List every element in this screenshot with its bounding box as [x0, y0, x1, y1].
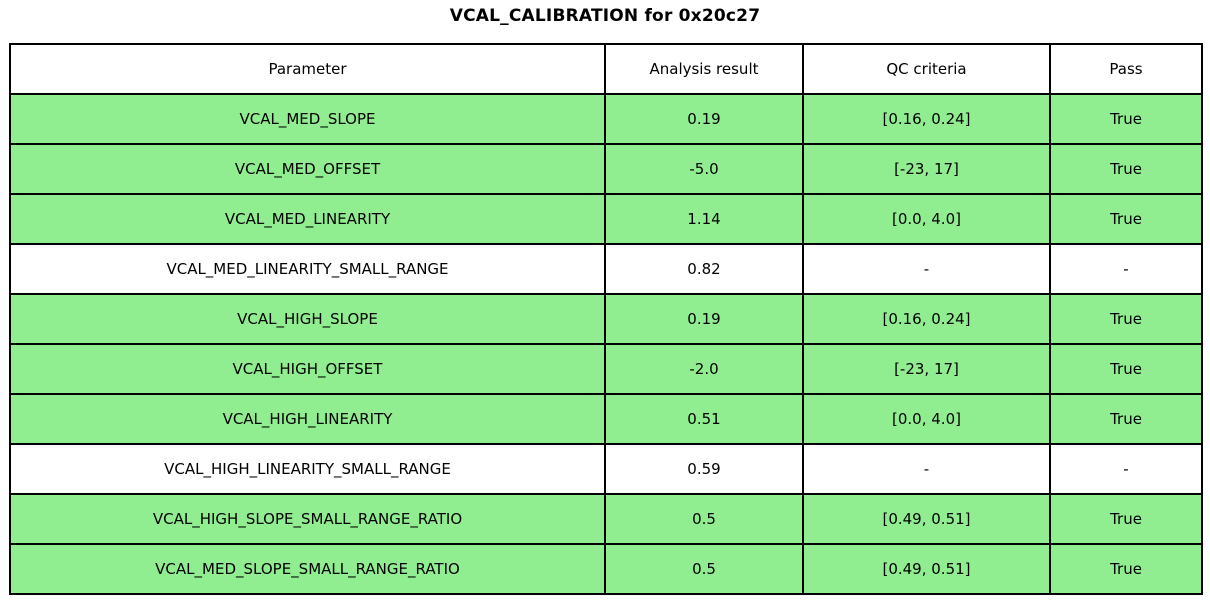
cell-pass: True: [1049, 493, 1203, 545]
column-header-analysis-result: Analysis result: [604, 43, 804, 95]
table-row: VCAL_HIGH_SLOPE 0.19 [0.16, 0.24] True: [9, 293, 1203, 345]
cell-qc-criteria: [0.49, 0.51]: [802, 493, 1051, 545]
table-row: VCAL_HIGH_SLOPE_SMALL_RANGE_RATIO 0.5 [0…: [9, 493, 1203, 545]
table-row: VCAL_MED_SLOPE 0.19 [0.16, 0.24] True: [9, 93, 1203, 145]
cell-analysis-result: 0.19: [604, 293, 804, 345]
cell-parameter: VCAL_MED_SLOPE: [9, 93, 606, 145]
cell-parameter: VCAL_MED_LINEARITY_SMALL_RANGE: [9, 243, 606, 295]
cell-pass: True: [1049, 193, 1203, 245]
cell-pass: -: [1049, 443, 1203, 495]
cell-parameter: VCAL_HIGH_LINEARITY_SMALL_RANGE: [9, 443, 606, 495]
cell-parameter: VCAL_HIGH_SLOPE: [9, 293, 606, 345]
column-header-qc-criteria: QC criteria: [802, 43, 1051, 95]
cell-qc-criteria: [-23, 17]: [802, 343, 1051, 395]
qc-results-table: Parameter Analysis result QC criteria Pa…: [9, 43, 1203, 595]
table-row: VCAL_MED_LINEARITY 1.14 [0.0, 4.0] True: [9, 193, 1203, 245]
column-header-parameter: Parameter: [9, 43, 606, 95]
cell-qc-criteria: -: [802, 443, 1051, 495]
cell-qc-criteria: [0.0, 4.0]: [802, 393, 1051, 445]
cell-qc-criteria: -: [802, 243, 1051, 295]
cell-parameter: VCAL_MED_LINEARITY: [9, 193, 606, 245]
cell-analysis-result: 0.5: [604, 543, 804, 595]
cell-pass: -: [1049, 243, 1203, 295]
cell-parameter: VCAL_HIGH_LINEARITY: [9, 393, 606, 445]
cell-pass: True: [1049, 143, 1203, 195]
cell-pass: True: [1049, 343, 1203, 395]
cell-qc-criteria: [-23, 17]: [802, 143, 1051, 195]
table-header-row: Parameter Analysis result QC criteria Pa…: [9, 43, 1203, 95]
cell-pass: True: [1049, 93, 1203, 145]
cell-qc-criteria: [0.49, 0.51]: [802, 543, 1051, 595]
table-row: VCAL_HIGH_LINEARITY 0.51 [0.0, 4.0] True: [9, 393, 1203, 445]
cell-parameter: VCAL_MED_SLOPE_SMALL_RANGE_RATIO: [9, 543, 606, 595]
table-row: VCAL_HIGH_OFFSET -2.0 [-23, 17] True: [9, 343, 1203, 395]
cell-pass: True: [1049, 543, 1203, 595]
table-row: VCAL_MED_OFFSET -5.0 [-23, 17] True: [9, 143, 1203, 195]
cell-analysis-result: 1.14: [604, 193, 804, 245]
cell-analysis-result: -2.0: [604, 343, 804, 395]
cell-qc-criteria: [0.16, 0.24]: [802, 93, 1051, 145]
table-row: VCAL_MED_LINEARITY_SMALL_RANGE 0.82 - -: [9, 243, 1203, 295]
cell-analysis-result: 0.59: [604, 443, 804, 495]
cell-pass: True: [1049, 393, 1203, 445]
cell-analysis-result: 0.19: [604, 93, 804, 145]
table-row: VCAL_HIGH_LINEARITY_SMALL_RANGE 0.59 - -: [9, 443, 1203, 495]
page-title: VCAL_CALIBRATION for 0x20c27: [449, 6, 761, 26]
cell-parameter: VCAL_HIGH_SLOPE_SMALL_RANGE_RATIO: [9, 493, 606, 545]
cell-qc-criteria: [0.16, 0.24]: [802, 293, 1051, 345]
cell-qc-criteria: [0.0, 4.0]: [802, 193, 1051, 245]
cell-parameter: VCAL_MED_OFFSET: [9, 143, 606, 195]
cell-analysis-result: 0.82: [604, 243, 804, 295]
cell-parameter: VCAL_HIGH_OFFSET: [9, 343, 606, 395]
cell-analysis-result: 0.51: [604, 393, 804, 445]
cell-pass: True: [1049, 293, 1203, 345]
cell-analysis-result: -5.0: [604, 143, 804, 195]
column-header-pass: Pass: [1049, 43, 1203, 95]
table-row: VCAL_MED_SLOPE_SMALL_RANGE_RATIO 0.5 [0.…: [9, 543, 1203, 595]
cell-analysis-result: 0.5: [604, 493, 804, 545]
